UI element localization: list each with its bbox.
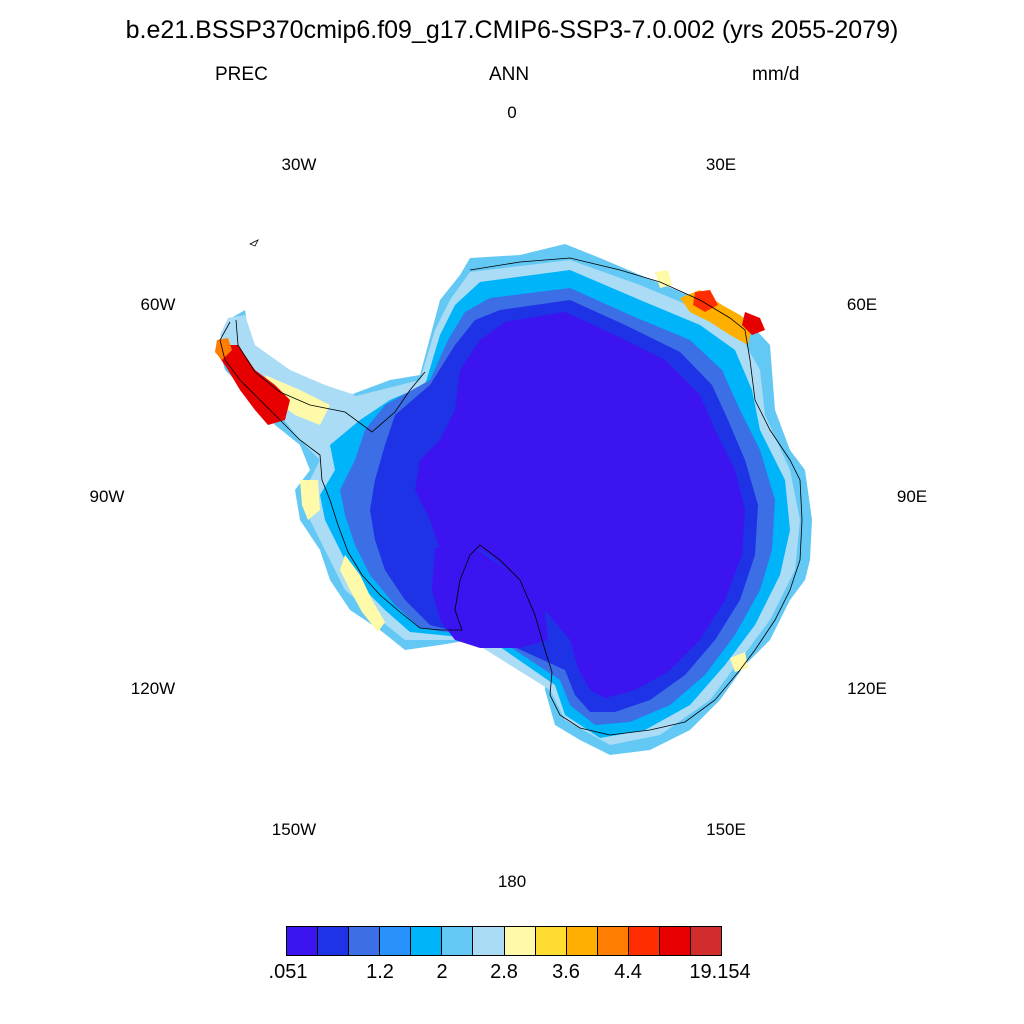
lon-label-60w: 60W bbox=[140, 295, 176, 314]
colorbar-swatch bbox=[473, 927, 505, 955]
east-coast-red bbox=[693, 290, 718, 312]
east-coast-red-2 bbox=[742, 312, 765, 335]
lon-label-120e: 120E bbox=[847, 679, 887, 698]
left-string: PREC bbox=[215, 64, 268, 85]
lon-label-120w: 120W bbox=[130, 679, 176, 698]
colorbar-swatch bbox=[535, 927, 567, 955]
colorbar-swatch bbox=[411, 927, 443, 955]
east-coast-yellow bbox=[655, 270, 672, 288]
coastline bbox=[219, 257, 803, 736]
colorbar-label: 2.8 bbox=[490, 961, 518, 983]
colorbar-swatch bbox=[659, 927, 692, 955]
lon-label-30w: 30W bbox=[281, 155, 317, 174]
colorbar-label: 3.6 bbox=[552, 961, 580, 983]
lon-label-0: 0 bbox=[507, 103, 517, 122]
interior-plateau bbox=[415, 312, 745, 698]
peninsula-coastline bbox=[235, 319, 426, 433]
colorbar-label: 4.4 bbox=[614, 961, 642, 983]
colorbar-swatch bbox=[566, 927, 598, 955]
lon-label-30e: 30E bbox=[705, 155, 737, 174]
colorbar-label: 19.154 bbox=[689, 961, 751, 983]
peninsula-orange bbox=[215, 338, 232, 360]
colorbar-swatch bbox=[380, 927, 412, 955]
lon-label-60e: 60E bbox=[846, 295, 878, 314]
lon-label-180: 180 bbox=[497, 872, 527, 891]
ross-shelf-region bbox=[432, 545, 548, 648]
colorbar-swatch bbox=[691, 927, 722, 955]
lon-label-150w: 150W bbox=[271, 820, 317, 839]
colorbar-swatch bbox=[504, 927, 536, 955]
colorbar-swatch bbox=[597, 927, 629, 955]
colorbar-swatch bbox=[442, 927, 474, 955]
colorbar-label: 2 bbox=[436, 961, 448, 983]
peninsula-red bbox=[218, 345, 290, 425]
colorbar-label: 1.2 bbox=[366, 961, 394, 983]
lon-label-90w: 90W bbox=[89, 487, 125, 506]
small-island bbox=[249, 239, 259, 247]
center-string: ANN bbox=[489, 64, 530, 85]
lon-label-90e: 90E bbox=[896, 487, 928, 506]
colorbar bbox=[286, 926, 722, 956]
units-string: mm/d bbox=[752, 64, 800, 85]
colorbar-swatch bbox=[628, 927, 660, 955]
west-coast-yellow bbox=[340, 555, 385, 632]
plot-title: b.e21.BSSP370cmip6.f09_g17.CMIP6-SSP3-7.… bbox=[125, 16, 899, 44]
west-coast-yellow-2 bbox=[300, 480, 320, 520]
colorbar-label: .051 bbox=[268, 961, 308, 983]
colorbar-swatch bbox=[349, 927, 381, 955]
colorbar-swatch bbox=[287, 927, 319, 955]
colorbar-swatch bbox=[318, 927, 350, 955]
lon-label-150e: 150E bbox=[706, 820, 746, 839]
east-coast-yellow-2 bbox=[730, 652, 748, 672]
